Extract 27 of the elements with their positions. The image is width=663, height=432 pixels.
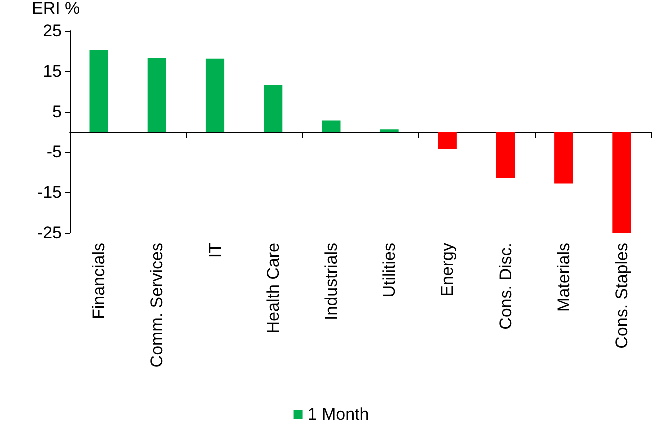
bar	[438, 132, 457, 150]
y-tick-label: -5	[46, 142, 62, 162]
y-tick-label: 5	[52, 102, 62, 122]
x-tick-label: Cons. Disc.	[496, 243, 516, 330]
x-tick-label: Financials	[90, 243, 109, 320]
bar	[496, 132, 516, 178]
bar	[90, 50, 108, 132]
x-tick-label: Energy	[438, 242, 458, 297]
y-tick-label: -25	[37, 224, 62, 242]
x-tick-label: Health Care	[264, 243, 283, 334]
bar	[148, 58, 166, 132]
x-tick-label: Industrials	[322, 243, 341, 320]
y-tick-label: 15	[43, 62, 62, 81]
bar	[554, 132, 574, 184]
x-tick-label: Materials	[554, 243, 574, 312]
y-axis-title: ERI %	[32, 0, 80, 18]
y-tick-label: -15	[37, 183, 62, 202]
x-tick-label: IT	[206, 243, 225, 258]
bar	[322, 120, 341, 132]
legend-label: 1 Month	[308, 405, 370, 424]
x-tick-label: Cons. Staples	[612, 243, 632, 349]
bar	[612, 132, 632, 233]
bar	[264, 85, 283, 132]
y-tick-label: 25	[43, 22, 62, 40]
bar	[206, 58, 225, 132]
x-tick-label: Comm. Services	[148, 243, 167, 368]
x-tick-label: Utilities	[380, 243, 400, 298]
